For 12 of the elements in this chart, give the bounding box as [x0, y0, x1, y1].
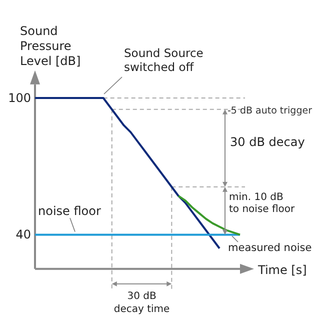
- text: 30 dB decay time: [114, 290, 170, 315]
- series-label: noise floor: [38, 204, 101, 218]
- y-axis-title: Sound Pressure Level [dB]: [20, 24, 81, 68]
- series-label: measured noise: [228, 242, 312, 254]
- annotation: 30 dB decay: [230, 135, 305, 149]
- x-axis-title: Time [s]: [257, 262, 307, 277]
- y-tick-label: 40: [16, 228, 31, 242]
- ref-line-label: -5 dB auto trigger: [227, 105, 312, 116]
- y-tick-label: 100: [8, 91, 31, 105]
- text: Sound Source switched off: [124, 46, 204, 74]
- annotation: min. 10 dB to noise floor: [229, 192, 296, 215]
- line-series: [34, 97, 220, 250]
